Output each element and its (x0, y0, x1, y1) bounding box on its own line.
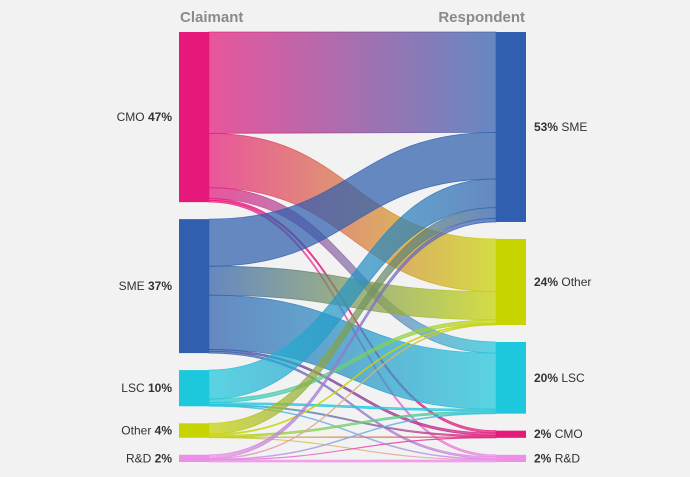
link-rd-to-cmo[interactable] (208, 436, 497, 461)
left-label-name-other: Other (121, 424, 151, 438)
right-label-pct-lsc: 20% (534, 371, 558, 385)
right-label-lsc: 20% LSC (534, 371, 585, 385)
left-label-name-rd: R&D (126, 451, 152, 465)
right-label-name-rd: R&D (555, 451, 581, 465)
left-label-cmo: CMO 47% (117, 110, 173, 124)
left-label-pct-sme: 37% (148, 279, 172, 293)
left-node-lsc[interactable] (179, 370, 209, 407)
left-label-name-sme: SME (119, 279, 145, 293)
right-label-pct-sme: 53% (534, 120, 558, 134)
left-label-pct-cmo: 47% (148, 110, 172, 124)
right-label-pct-cmo: 2% (534, 427, 552, 441)
right-label-pct-rd: 2% (534, 451, 552, 465)
link-cmo-to-sme[interactable] (208, 31, 497, 134)
right-node-lsc[interactable] (496, 341, 526, 414)
right-label-pct-other: 24% (534, 275, 558, 289)
left-label-pct-rd: 2% (155, 451, 173, 465)
right-node-rd[interactable] (496, 454, 526, 462)
left-label-pct-other: 4% (155, 424, 173, 438)
left-node-rd[interactable] (179, 454, 209, 462)
left-node-sme[interactable] (179, 219, 209, 354)
right-label-name-sme: SME (561, 120, 587, 134)
left-label-other: Other 4% (121, 424, 172, 438)
left-label-name-cmo: CMO (117, 110, 145, 124)
right-label-cmo: 2% CMO (534, 427, 583, 441)
left-node-cmo[interactable] (179, 32, 209, 203)
right-title: Respondent (438, 9, 525, 26)
left-label-sme: SME 37% (119, 279, 173, 293)
left-node-other[interactable] (179, 423, 209, 438)
left-label-pct-lsc: 10% (148, 381, 172, 395)
right-node-sme[interactable] (496, 32, 526, 222)
right-label-name-cmo: CMO (555, 427, 583, 441)
right-label-other: 24% Other (534, 275, 591, 289)
labels-layer: CMO 47%SME 37%LSC 10%Other 4%R&D 2%53% S… (117, 110, 592, 465)
left-label-name-lsc: LSC (121, 381, 145, 395)
link-rd-to-rd[interactable] (208, 459, 497, 463)
links-layer (208, 31, 497, 463)
left-label-rd: R&D 2% (126, 451, 172, 465)
right-node-other[interactable] (496, 238, 526, 325)
left-title: Claimant (180, 9, 243, 26)
nodes-layer (179, 32, 526, 462)
left-label-lsc: LSC 10% (121, 381, 172, 395)
right-label-sme: 53% SME (534, 120, 587, 134)
right-label-name-other: Other (561, 275, 591, 289)
right-label-rd: 2% R&D (534, 451, 580, 465)
right-node-cmo[interactable] (496, 430, 526, 438)
right-label-name-lsc: LSC (561, 371, 585, 385)
